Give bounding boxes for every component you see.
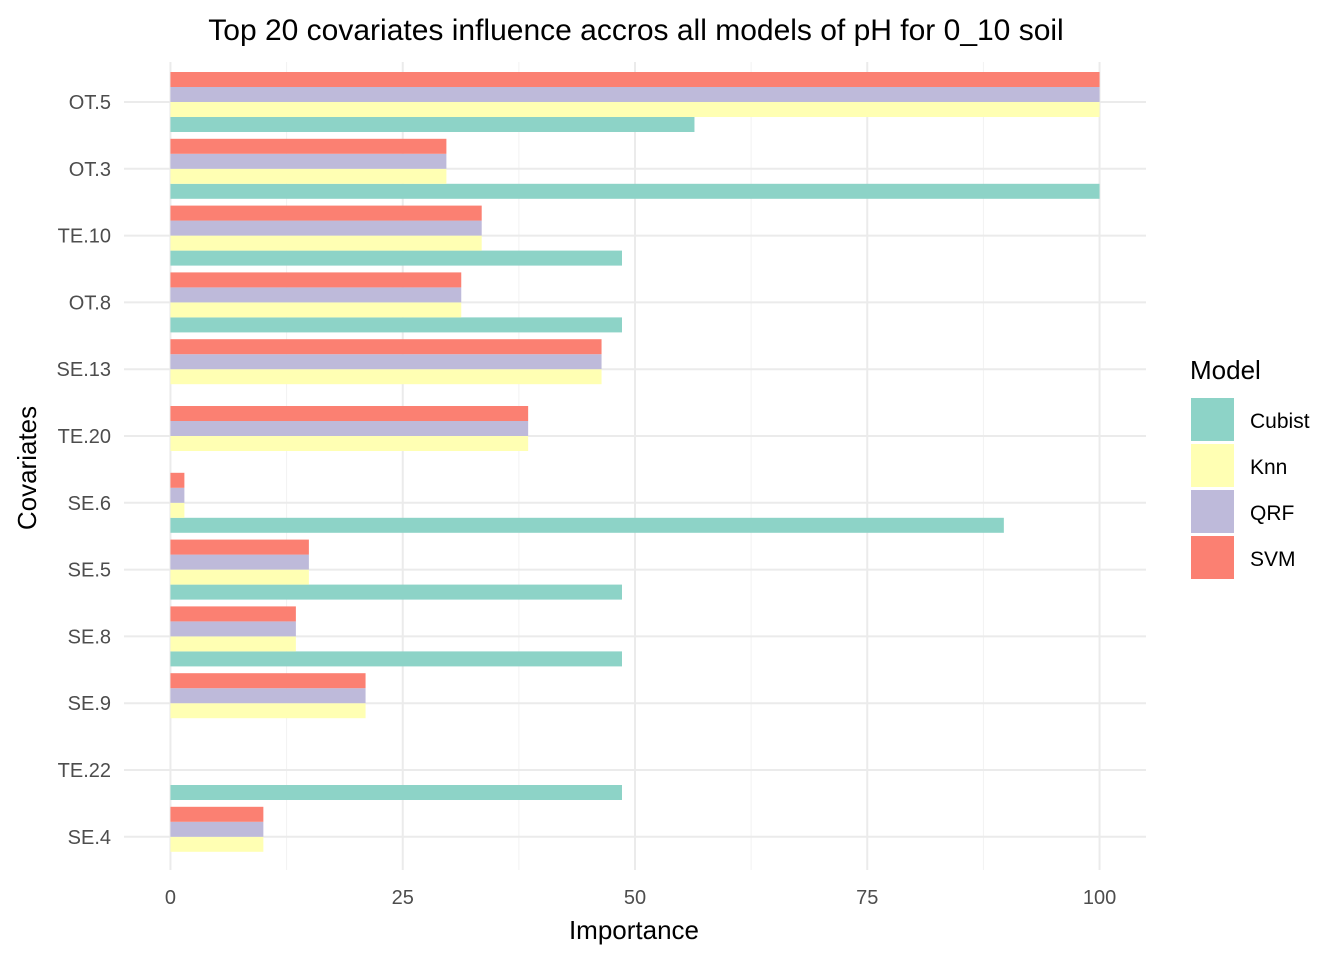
bar-se-13-knn	[170, 369, 602, 385]
x-tick-label-50: 50	[624, 887, 646, 909]
bar-ot-3-svm	[170, 138, 447, 154]
bar-se-8-svm	[170, 606, 296, 622]
legend-label-cubist: Cubist	[1250, 410, 1310, 433]
x-tick-label-0: 0	[165, 887, 176, 909]
bar-te-10-knn	[170, 235, 482, 251]
bar-ot-8-svm	[170, 272, 462, 288]
bar-se-8-cubist	[170, 651, 622, 667]
legend-label-qrf: QRF	[1250, 502, 1294, 525]
y-tick-label-se-4: SE.4	[68, 827, 111, 849]
y-tick-label-ot-5: OT.5	[69, 92, 111, 114]
bar-te-20-qrf	[170, 421, 529, 436]
bar-se-4-qrf	[170, 821, 264, 837]
bar-se-13-svm	[170, 339, 602, 355]
legend-key-knn	[1191, 444, 1234, 487]
bar-te-20-knn	[170, 436, 529, 451]
bar-se-5-cubist	[170, 584, 622, 600]
bar-se-5-qrf	[170, 554, 309, 570]
legend-key-svm	[1191, 536, 1234, 579]
bar-te-10-svm	[170, 205, 482, 221]
bar-ot-8-cubist	[170, 317, 622, 333]
legend-label-knn: Knn	[1250, 456, 1287, 479]
y-tick-labels: OT.5 OT.3 TE.10 OT.8 SE.13 TE.20 SE.6 SE.5 SE.8 S…	[57, 92, 111, 849]
bar-se-6-cubist	[170, 517, 1004, 533]
bar-ot-3-qrf	[170, 153, 447, 169]
bar-se-5-svm	[170, 539, 309, 555]
bar-te-10-qrf	[170, 220, 482, 236]
bar-ot-8-knn	[170, 302, 462, 318]
bar-se-8-knn	[170, 636, 296, 652]
chart-title: Top 20 covariates influence accros all m…	[208, 14, 1063, 47]
x-tick-labels: 0 25 50 75 100	[165, 887, 1116, 909]
y-tick-label-te-20: TE.20	[58, 426, 111, 448]
bar-se-5-knn	[170, 569, 309, 585]
bar-ot-5-knn	[170, 102, 1100, 117]
bar-se-6-knn	[170, 502, 185, 518]
y-axis-title: Covariates	[12, 406, 42, 530]
x-axis-title: Importance	[569, 915, 699, 945]
bar-te-10-cubist	[170, 250, 622, 266]
legend-key-cubist	[1191, 398, 1234, 441]
y-tick-label-se-8: SE.8	[68, 626, 111, 648]
x-tick-label-75: 75	[856, 887, 878, 909]
y-tick-label-se-5: SE.5	[68, 560, 111, 582]
y-tick-label-ot-8: OT.8	[69, 292, 111, 314]
bar-se-13-qrf	[170, 354, 602, 370]
bar-ot-3-knn	[170, 168, 447, 184]
bar-se-6-svm	[170, 472, 185, 488]
legend-label-svm: SVM	[1250, 548, 1296, 571]
bars	[170, 72, 1100, 852]
bar-ot-8-qrf	[170, 287, 462, 303]
bar-te-22-cubist	[170, 785, 622, 800]
y-tick-label-se-9: SE.9	[68, 693, 111, 715]
bar-se-4-knn	[170, 836, 264, 852]
y-tick-label-te-22: TE.22	[58, 760, 111, 782]
bar-se-9-qrf	[170, 688, 366, 704]
bar-se-9-svm	[170, 673, 366, 689]
bar-ot-3-cubist	[170, 183, 1100, 199]
bar-se-9-knn	[170, 703, 366, 719]
legend-title: Model	[1190, 355, 1261, 385]
bar-ot-5-qrf	[170, 87, 1100, 102]
bar-se-6-qrf	[170, 487, 185, 503]
y-tick-label-se-6: SE.6	[68, 493, 111, 515]
y-tick-label-se-13: SE.13	[57, 359, 111, 381]
bar-se-8-qrf	[170, 621, 296, 637]
bar-ot-5-cubist	[170, 117, 695, 132]
x-tick-label-100: 100	[1083, 887, 1116, 909]
x-tick-label-25: 25	[392, 887, 414, 909]
legend: Model Cubist Knn QRF SVM	[1190, 355, 1310, 579]
bar-ot-5-svm	[170, 72, 1100, 87]
y-tick-label-ot-3: OT.3	[69, 159, 111, 181]
bar-te-20-svm	[170, 406, 529, 421]
legend-key-qrf	[1191, 490, 1234, 533]
bar-se-4-svm	[170, 806, 264, 822]
y-tick-label-te-10: TE.10	[58, 226, 111, 248]
